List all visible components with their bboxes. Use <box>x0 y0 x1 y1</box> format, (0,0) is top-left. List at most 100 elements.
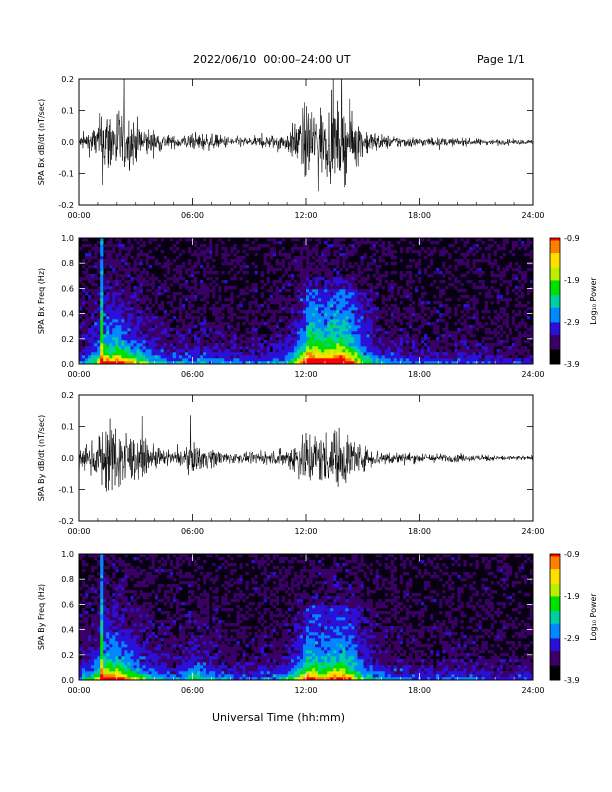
spectrogram-cell <box>393 283 398 287</box>
spectrogram-cell <box>418 343 422 347</box>
spectrogram-cell <box>127 614 131 618</box>
spectrogram-cell <box>266 238 270 242</box>
spectrogram-cell <box>463 262 467 266</box>
spectrogram-cell <box>360 271 364 275</box>
spectrogram-cell <box>405 343 410 347</box>
spectrogram-cell <box>493 334 497 338</box>
spectrogram-cell <box>148 316 152 320</box>
spectrogram-cell <box>318 322 322 326</box>
spectrogram-cell <box>139 584 143 588</box>
spectrogram-cell <box>245 352 249 356</box>
spectrogram-cell <box>200 355 204 359</box>
spectrogram-cell <box>463 349 467 353</box>
spectrogram-cell <box>157 334 161 338</box>
spectrogram-cell <box>299 352 304 356</box>
spectrogram-cell <box>439 238 443 242</box>
spectrogram-cell <box>82 659 86 663</box>
spectrogram-cell <box>82 554 86 558</box>
spectrogram-cell <box>321 328 325 332</box>
spectrogram-cell <box>312 268 316 272</box>
spectrogram-cell <box>118 304 122 308</box>
spectrogram-cell <box>396 343 401 347</box>
spectrogram-cell <box>348 346 352 350</box>
spectrogram-cell <box>315 313 319 317</box>
colorbar-frame <box>549 237 561 365</box>
spectrogram-cell <box>142 313 146 317</box>
spectrogram-cell <box>97 611 101 615</box>
spectrogram-cell <box>94 265 98 269</box>
spectrogram-cell <box>296 349 301 353</box>
spectrogram-cell <box>351 265 355 269</box>
spectrogram-cell <box>399 295 404 299</box>
spectrogram-cell <box>136 319 140 323</box>
spectrogram-cell <box>239 340 243 344</box>
spectrogram-cell <box>321 313 325 317</box>
spectrogram-cell <box>136 337 140 341</box>
spectrogram-cell <box>94 337 98 341</box>
spectrogram-cell <box>103 358 107 362</box>
spectrogram-cell <box>133 644 137 648</box>
spectrogram-cell <box>405 280 410 284</box>
spectrogram-cell <box>517 337 522 341</box>
spectrogram-cell <box>94 334 98 338</box>
spectrogram-cell <box>154 331 158 335</box>
spectrogram-cell <box>372 346 376 350</box>
spectrogram-cell <box>79 304 83 308</box>
spectrogram-cell <box>321 319 325 323</box>
spectrogram-cell <box>339 343 343 347</box>
spectrogram-cell <box>451 334 455 338</box>
spectrogram-cell <box>439 352 443 356</box>
spectrogram-cell <box>415 265 419 269</box>
spectrogram-cell <box>339 313 343 317</box>
spectrogram-cell <box>88 605 92 609</box>
spectrogram-cell <box>384 274 388 278</box>
spectrogram-cell <box>517 331 522 335</box>
spectrogram-cell <box>79 277 83 281</box>
spectrogram-cell <box>200 352 204 356</box>
spectrogram-cell <box>133 325 137 329</box>
spectrogram-cell <box>354 238 358 242</box>
spectrogram-cell <box>496 292 500 296</box>
spectrogram-cell <box>312 316 316 320</box>
spectrogram-cell <box>421 247 425 251</box>
spectrogram-cell <box>124 280 128 284</box>
spectrogram-cell <box>124 608 128 612</box>
spectrogram-cell <box>112 575 116 579</box>
spectrogram-cell <box>103 599 107 603</box>
spectrogram-cell <box>266 307 270 311</box>
spectrogram-cell <box>260 322 264 326</box>
spectrogram-cell <box>336 277 340 281</box>
spectrogram-cell <box>366 301 370 305</box>
spectrogram-cell <box>127 352 131 356</box>
spectrogram-cell <box>351 319 355 323</box>
spectrogram-cell <box>145 349 149 353</box>
spectrogram-cell <box>363 340 367 344</box>
spectrogram-cell <box>372 253 376 257</box>
spectrogram-cell <box>79 635 83 639</box>
spectrogram-cell <box>136 656 140 660</box>
spectrogram-cell <box>160 250 164 254</box>
spectrogram-cell <box>191 268 195 272</box>
spectrogram-cell <box>402 346 407 350</box>
spectrogram-cell <box>393 349 398 353</box>
spectrogram-cell <box>118 259 122 263</box>
spectrogram-cell <box>163 262 167 266</box>
spectrogram-cell <box>100 554 104 558</box>
spectrogram-cell <box>139 590 143 594</box>
spectrogram-cell <box>360 319 364 323</box>
spectrogram-cell <box>100 292 104 296</box>
spectrogram-cell <box>330 280 334 284</box>
spectrogram-cell <box>197 319 201 323</box>
spectrogram-cell <box>303 313 307 317</box>
spectrogram-cell <box>405 265 410 269</box>
spectrogram-cell <box>502 310 506 314</box>
spectrogram-cell <box>284 301 289 305</box>
spectrogram-cell <box>309 340 313 344</box>
spectrogram-cell <box>154 310 158 314</box>
spectrogram-cell <box>91 620 95 624</box>
spectrogram-cell <box>163 280 167 284</box>
spectrogram-cell <box>439 313 443 317</box>
spectrogram-cell <box>115 334 119 338</box>
spectrogram-cell <box>106 259 110 263</box>
trace-line <box>79 79 533 192</box>
